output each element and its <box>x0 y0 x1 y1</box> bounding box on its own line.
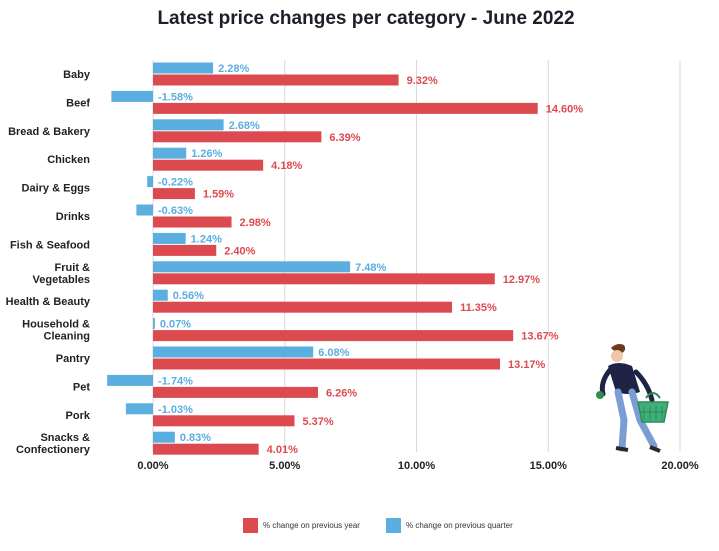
bar-year <box>153 330 514 342</box>
legend-label-year: % change on previous year <box>263 521 360 530</box>
data-label-quarter: -1.03% <box>158 404 193 416</box>
data-label-quarter: -1.58% <box>158 91 193 103</box>
data-label-year: 2.98% <box>240 217 271 229</box>
data-label-quarter: 2.68% <box>229 120 260 132</box>
category-label: Fish & Seafood <box>10 239 90 251</box>
data-label-quarter: -0.63% <box>158 205 193 217</box>
bar-year <box>153 102 538 114</box>
x-tick-label: 15.00% <box>530 460 568 472</box>
bar-quarter <box>153 147 187 159</box>
data-label-year: 13.67% <box>521 331 559 343</box>
category-label: Snacks & Confectionery <box>16 432 91 456</box>
x-tick-label: 10.00% <box>398 460 436 472</box>
chart-title: Latest price changes per category - June… <box>157 8 575 29</box>
category-label: Household & Cleaning <box>22 319 90 343</box>
data-label-quarter: 1.26% <box>191 148 222 160</box>
bar-quarter <box>153 119 224 131</box>
data-label-year: 12.97% <box>503 274 541 286</box>
bar-year <box>153 159 264 171</box>
bars: 2.28% 9.32% -1.58% 14.60% 2.68% 6.39% 1.26% 4.1… <box>107 62 584 456</box>
x-tick-label: 20.00% <box>661 460 699 472</box>
data-label-quarter: -1.74% <box>158 375 193 387</box>
bar-quarter <box>107 374 153 386</box>
category-label: Dairy & Eggs <box>22 183 90 195</box>
category-label: Beef <box>66 97 90 109</box>
bar-quarter <box>153 318 155 330</box>
category-label: Drinks <box>56 211 90 223</box>
shopper-illustration <box>596 344 669 453</box>
category-label: Baby <box>63 69 91 81</box>
bar-year <box>153 443 259 455</box>
data-label-year: 2.40% <box>224 245 255 257</box>
bar-quarter <box>153 261 351 273</box>
data-label-quarter: -0.22% <box>158 177 193 189</box>
data-label-year: 4.18% <box>271 160 302 172</box>
data-label-year: 14.60% <box>546 103 584 115</box>
category-label: Pantry <box>56 353 91 365</box>
data-label-year: 5.37% <box>302 416 333 428</box>
bar-quarter <box>153 431 175 443</box>
data-label-quarter: 0.56% <box>173 290 204 302</box>
bar-quarter <box>153 289 168 301</box>
x-axis-ticks: 0.00% 5.00% 10.00% 15.00% 20.00% <box>137 460 698 472</box>
bar-quarter <box>136 204 153 216</box>
category-labels: Baby Beef Bread & Bakery Chicken Dairy & Egg… <box>6 69 91 456</box>
data-label-year: 6.39% <box>329 132 360 144</box>
bar-quarter <box>153 232 186 244</box>
data-label-year: 1.59% <box>203 189 234 201</box>
bar-quarter <box>153 62 214 74</box>
bar-year <box>153 358 501 370</box>
data-label-year: 9.32% <box>407 75 438 87</box>
data-label-year: 6.26% <box>326 387 357 399</box>
legend-swatch-quarter <box>386 518 401 533</box>
gridlines <box>152 60 681 452</box>
data-label-quarter: 1.24% <box>191 233 222 245</box>
x-tick-label: 0.00% <box>137 460 168 472</box>
data-label-quarter: 2.28% <box>218 63 249 75</box>
category-label: Fruit & Vegetables <box>33 262 91 286</box>
data-label-quarter: 7.48% <box>355 262 386 274</box>
data-label-quarter: 0.83% <box>180 432 211 444</box>
bar-quarter <box>125 403 153 415</box>
bar-year <box>153 74 399 86</box>
legend-label-quarter: % change on previous quarter <box>406 521 513 530</box>
bar-quarter <box>111 90 153 102</box>
bar-year <box>153 216 232 228</box>
data-label-year: 4.01% <box>267 444 298 456</box>
bar-year <box>153 386 318 398</box>
bar-year <box>153 131 322 143</box>
category-label: Chicken <box>47 154 90 166</box>
legend-swatch-year <box>243 518 258 533</box>
data-label-quarter: 0.07% <box>160 319 191 331</box>
category-label: Bread & Bakery <box>8 126 91 138</box>
bar-year <box>153 188 195 200</box>
bar-year <box>153 244 217 256</box>
category-label: Pet <box>73 381 90 393</box>
bar-year <box>153 415 295 427</box>
data-label-quarter: 6.08% <box>318 347 349 359</box>
x-tick-label: 5.00% <box>269 460 300 472</box>
data-label-year: 11.35% <box>460 302 497 314</box>
data-label-year: 13.17% <box>508 359 546 371</box>
bar-quarter <box>153 346 314 358</box>
bar-year <box>153 301 453 313</box>
bar-year <box>153 273 495 285</box>
bar-quarter <box>147 176 153 188</box>
category-label: Pork <box>66 410 91 422</box>
category-label: Health & Beauty <box>6 296 91 308</box>
